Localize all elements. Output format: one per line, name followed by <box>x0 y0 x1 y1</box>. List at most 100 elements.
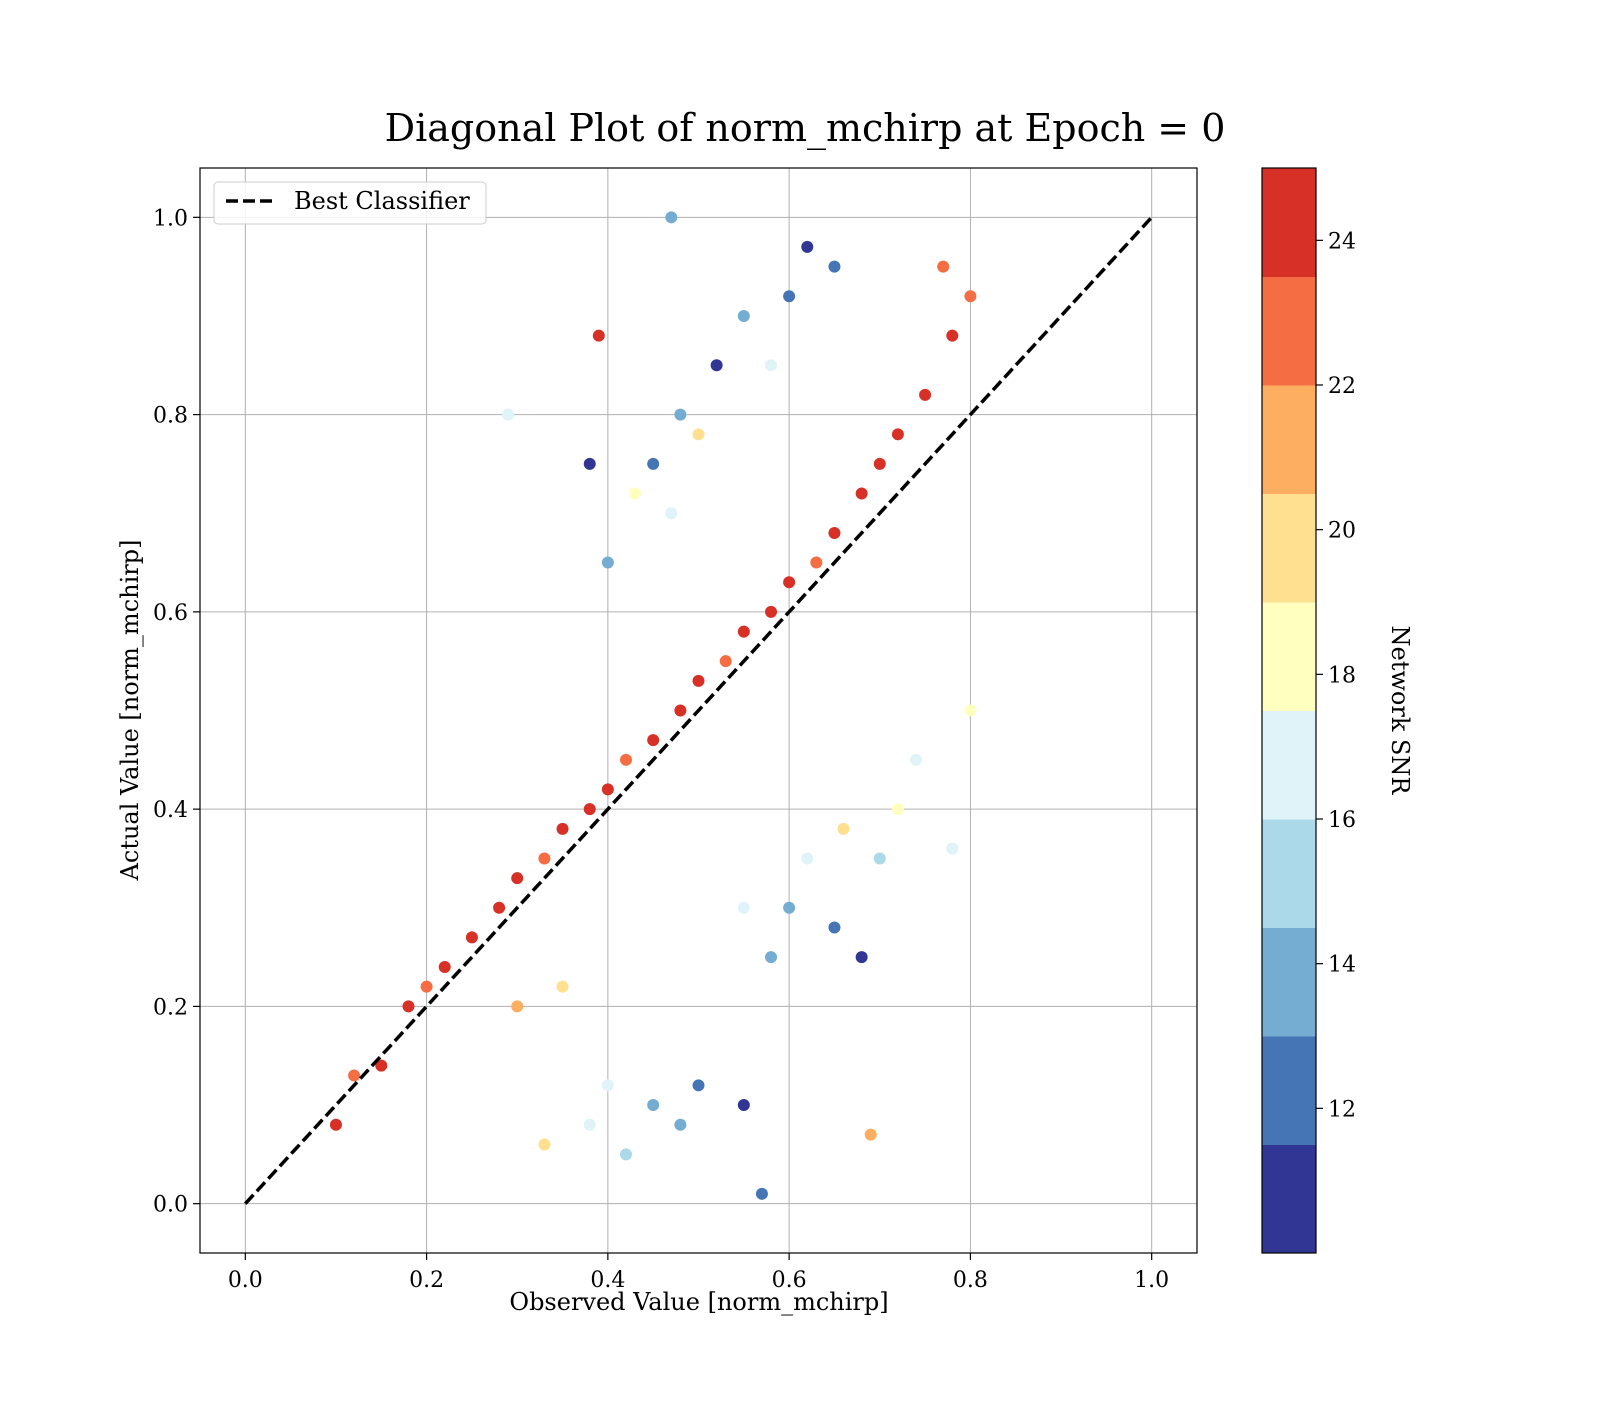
y-tick-label: 0.6 <box>153 601 188 626</box>
legend-box <box>213 181 487 225</box>
scatter-point <box>601 556 614 569</box>
scatter-point <box>783 901 796 914</box>
colorbar-frame <box>1261 167 1317 1254</box>
scatter-point <box>946 842 959 855</box>
scatter-point <box>692 1079 705 1092</box>
colorbar-ticks: 12 14 16 18 20 22 24 <box>1316 229 1356 1122</box>
colorbar-segment <box>1262 493 1316 603</box>
colorbar-segment <box>1262 602 1316 711</box>
scatter-point <box>919 388 932 401</box>
colorbar-tick-label: 18 <box>1328 663 1356 688</box>
scatter-point <box>964 290 977 303</box>
scatter-point <box>502 408 515 421</box>
scatter-point <box>873 457 886 470</box>
scatter-point <box>755 1187 768 1200</box>
scatter-point <box>737 625 750 638</box>
colorbar-segment <box>1262 927 1316 1037</box>
scatter-point <box>556 822 569 835</box>
legend-label: Best Classifier <box>294 187 470 215</box>
scatter-point <box>719 655 732 668</box>
scatter-point <box>855 487 868 500</box>
x-tick-label: 0.6 <box>772 1268 807 1293</box>
scatter-point <box>465 931 478 944</box>
scatter-point <box>665 507 678 520</box>
scatter-point <box>783 576 796 589</box>
y-axis-label: Actual Value [norm_mchirp] <box>116 540 144 882</box>
scatter-point <box>619 753 632 766</box>
x-axis: 0.0 0.2 0.4 0.6 0.8 1.0 <box>228 1253 1169 1293</box>
colorbar-segment <box>1262 710 1316 820</box>
scatter-point <box>583 803 596 816</box>
scatter-point <box>511 1000 524 1013</box>
best-classifier-line <box>244 216 1153 1205</box>
colorbar-segment <box>1262 1036 1316 1145</box>
y-axis: 0.0 0.2 0.4 0.6 0.8 1.0 <box>153 206 200 1218</box>
x-tick-label: 1.0 <box>1134 1268 1169 1293</box>
plot-frame <box>199 167 1198 1254</box>
scatter-point <box>583 1118 596 1131</box>
scatter-point <box>810 556 823 569</box>
colorbar-segment <box>1262 819 1316 928</box>
scatter-point <box>420 980 433 993</box>
scatter-point <box>402 1000 415 1013</box>
scatter-point <box>538 852 551 865</box>
scatter-point <box>801 240 814 253</box>
scatter-point <box>783 290 796 303</box>
x-axis-label: Observed Value [norm_mchirp] <box>509 1288 888 1316</box>
scatter-point <box>556 980 569 993</box>
scatter-point <box>619 1148 632 1161</box>
scatter-point <box>737 309 750 322</box>
scatter-point <box>737 1099 750 1112</box>
scatter-point <box>946 329 959 342</box>
colorbar-tick-label: 12 <box>1328 1097 1356 1122</box>
scatter-point <box>864 1128 877 1141</box>
scatter-point <box>910 753 923 766</box>
scatter-point <box>375 1059 388 1072</box>
scatter-point <box>665 211 678 224</box>
scatter-point <box>601 1079 614 1092</box>
scatter-point <box>891 803 904 816</box>
y-tick-label: 0.2 <box>153 995 188 1020</box>
scatter-point <box>937 260 950 273</box>
scatter-point <box>828 260 841 273</box>
scatter-point <box>674 1118 687 1131</box>
scatter-point <box>601 783 614 796</box>
y-tick-label: 1.0 <box>153 206 188 231</box>
scatter-point <box>629 487 642 500</box>
scatter-point <box>674 704 687 717</box>
scatter-point <box>511 872 524 885</box>
colorbar-tick-label: 20 <box>1328 519 1356 544</box>
x-tick-label: 0.4 <box>590 1268 625 1293</box>
scatter-point <box>737 901 750 914</box>
colorbar-segments <box>1262 168 1316 1254</box>
colorbar-segment <box>1262 168 1316 277</box>
x-tick-label: 0.2 <box>409 1268 444 1293</box>
colorbar-segment <box>1262 276 1316 386</box>
scatter-point <box>583 457 596 470</box>
scatter-point <box>438 960 451 973</box>
scatter-point <box>765 359 778 372</box>
scatter-point <box>837 822 850 835</box>
scatter-point <box>674 408 687 421</box>
scatter-point <box>873 852 886 865</box>
scatter-point <box>828 921 841 934</box>
scatter-point <box>765 605 778 618</box>
scatter-point <box>710 359 723 372</box>
x-tick-label: 0.0 <box>228 1268 263 1293</box>
scatter-point <box>692 428 705 441</box>
scatter-point <box>329 1118 342 1131</box>
colorbar-tick-label: 16 <box>1328 808 1356 833</box>
scatter-point <box>855 951 868 964</box>
colorbar-tick-label: 24 <box>1328 229 1356 254</box>
scatter-point <box>801 852 814 865</box>
scatter-point <box>647 457 660 470</box>
scatter-point <box>538 1138 551 1151</box>
colorbar-tick-label: 14 <box>1328 953 1356 978</box>
chart-title: Diagonal Plot of norm_mchirp at Epoch = … <box>385 106 1226 151</box>
scatter-point <box>964 704 977 717</box>
legend: Best Classifier <box>213 181 487 225</box>
scatter-point <box>647 734 660 747</box>
scatter-point <box>647 1099 660 1112</box>
scatter-point <box>692 674 705 687</box>
